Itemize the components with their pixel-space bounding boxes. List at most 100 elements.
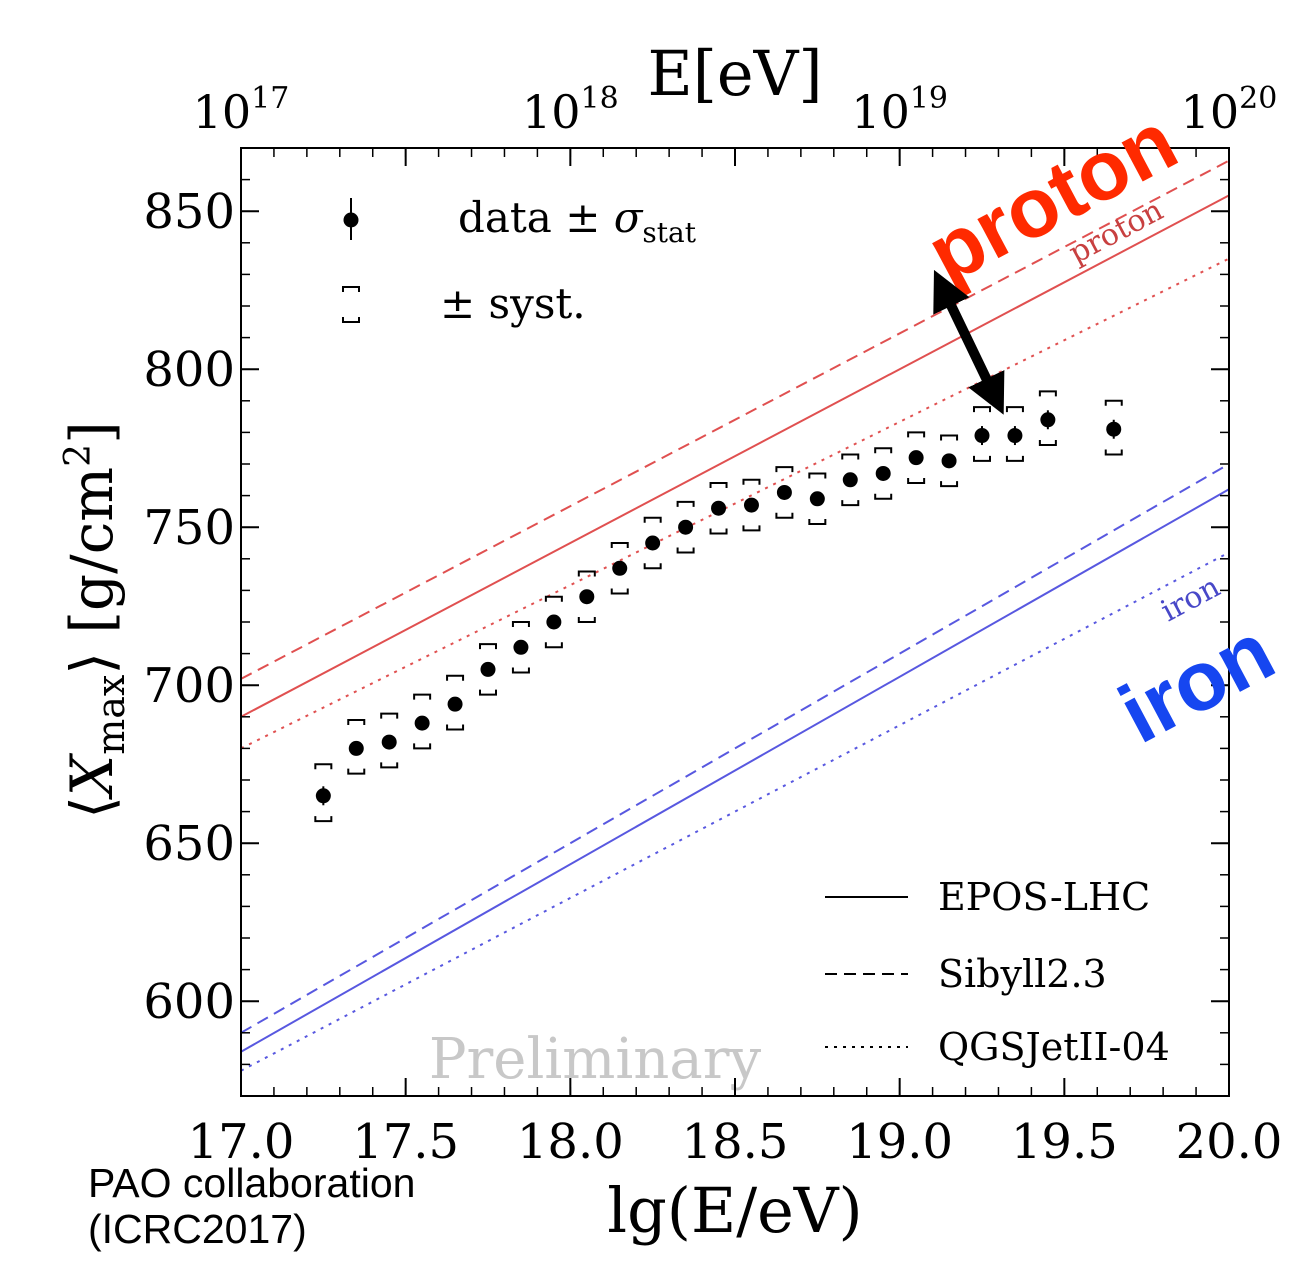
- syst-bracket-top: [940, 434, 959, 441]
- y-tick-label: 600: [143, 974, 235, 1030]
- data-marker: [645, 535, 661, 551]
- syst-bracket-top: [610, 542, 629, 548]
- syst-bracket-top: [874, 447, 893, 454]
- syst-bracket-bottom: [709, 528, 728, 535]
- data-point: [1104, 399, 1123, 456]
- syst-bracket-top: [347, 718, 366, 725]
- data-point: [874, 447, 893, 500]
- legend-data: data ± σstat ± syst.: [342, 193, 697, 328]
- credit-line-2: (ICRC2017): [88, 1206, 307, 1252]
- credit: PAO collaboration (ICRC2017): [88, 1160, 415, 1252]
- legend-syst-label: ± syst.: [440, 279, 586, 328]
- data-marker: [711, 500, 727, 516]
- data-point: [907, 431, 926, 484]
- credit-line-1: PAO collaboration: [88, 1160, 416, 1206]
- syst-bracket-bottom: [775, 512, 794, 519]
- x-tick-label: 18.5: [682, 1114, 789, 1170]
- syst-bracket-top: [643, 516, 662, 523]
- legend-syst-marker: [342, 286, 360, 323]
- data-marker: [1106, 421, 1122, 437]
- data-marker: [348, 740, 364, 756]
- data-marker: [513, 639, 529, 655]
- syst-bracket-bottom: [676, 547, 695, 554]
- legend-data-marker: [343, 198, 359, 240]
- x-tick-label: 19.0: [846, 1114, 953, 1170]
- data-marker: [776, 484, 792, 500]
- x-tick-label: 19.5: [1011, 1114, 1118, 1170]
- syst-bracket-bottom: [1104, 449, 1123, 456]
- x-tick-label: 18.0: [517, 1114, 624, 1170]
- data-point: [380, 712, 399, 769]
- syst-bracket-top: [841, 453, 860, 460]
- x-tick-label: 20.0: [1176, 1114, 1283, 1170]
- syst-bracket-top: [413, 693, 432, 700]
- proton-dotted-line: [241, 257, 1229, 750]
- data-marker: [875, 465, 891, 481]
- data-marker: [743, 497, 759, 513]
- data-marker: [842, 472, 858, 488]
- proton-dashed-line: [241, 159, 1229, 680]
- data-point: [841, 453, 860, 507]
- syst-bracket-top: [907, 431, 926, 438]
- data-point: [709, 481, 728, 535]
- syst-bracket-top: [479, 643, 497, 650]
- data-point: [643, 516, 662, 570]
- top-tick-label: 1020: [1181, 81, 1278, 139]
- data-point: [742, 478, 761, 532]
- data-point: [808, 472, 827, 526]
- data-points: [314, 390, 1123, 823]
- iron-dotted-line: [241, 551, 1229, 1072]
- data-marker: [678, 519, 694, 535]
- syst-bracket-bottom: [973, 455, 991, 462]
- legend-models: EPOS-LHC Sibyll2.3 QGSJetII-04: [825, 875, 1170, 1069]
- axes: 17.0 17.5 18.0 18.5 19.0 19.5 20.0 600 650 700 750…: [143, 148, 1282, 1170]
- y-tick-label: 800: [143, 342, 235, 398]
- data-point: [940, 434, 959, 488]
- syst-bracket-top: [577, 570, 596, 577]
- syst-bracket-bottom: [643, 563, 662, 570]
- syst-bracket-top: [511, 621, 530, 627]
- syst-bracket-top: [380, 712, 399, 719]
- syst-bracket-top: [1038, 390, 1057, 397]
- y-tick-label: 850: [143, 184, 235, 240]
- data-marker: [941, 453, 957, 469]
- syst-bracket-bottom: [413, 743, 432, 750]
- syst-bracket-bottom: [446, 724, 465, 731]
- data-marker: [1040, 412, 1056, 428]
- data-point: [973, 406, 991, 462]
- model-lines: [241, 159, 1229, 1072]
- syst-bracket-bottom: [577, 617, 596, 623]
- top-tick-label: 1018: [522, 81, 619, 139]
- data-point: [544, 595, 563, 649]
- data-marker: [1007, 428, 1023, 444]
- legend-label-epos: EPOS-LHC: [938, 875, 1150, 919]
- syst-bracket-bottom: [1038, 440, 1057, 447]
- legend-label-sibyll: Sibyll2.3: [938, 952, 1107, 996]
- syst-bracket-bottom: [1005, 455, 1024, 462]
- syst-bracket-bottom: [742, 525, 761, 532]
- syst-bracket-bottom: [907, 477, 926, 484]
- syst-bracket-top: [709, 481, 728, 488]
- top-tick-label: 1019: [851, 81, 948, 139]
- iron-dashed-line: [241, 463, 1229, 1034]
- data-marker: [809, 491, 825, 507]
- data-point: [676, 500, 695, 554]
- syst-bracket-top: [676, 500, 695, 507]
- top-axis-title: E[eV]: [647, 37, 822, 110]
- syst-bracket-bottom: [347, 768, 366, 775]
- data-point: [577, 570, 596, 623]
- legend-label-qgsjet: QGSJetII-04: [938, 1025, 1170, 1069]
- iron-solid-line: [241, 488, 1229, 1053]
- syst-bracket-bottom: [940, 481, 959, 488]
- syst-bracket-bottom: [380, 762, 399, 769]
- svg-text:⟨Xmax⟩ [g/cm2]: ⟨Xmax⟩ [g/cm2]: [58, 421, 133, 818]
- y-tick-label: 750: [143, 500, 235, 556]
- data-marker: [546, 614, 562, 630]
- data-marker: [579, 589, 595, 605]
- y-tick-label: 650: [143, 816, 235, 872]
- double-arrow: [933, 269, 1005, 415]
- x-tick-label: 17.5: [352, 1114, 459, 1170]
- x-axis-label: lg(E/eV): [607, 1174, 863, 1247]
- proton-solid-line: [241, 194, 1229, 718]
